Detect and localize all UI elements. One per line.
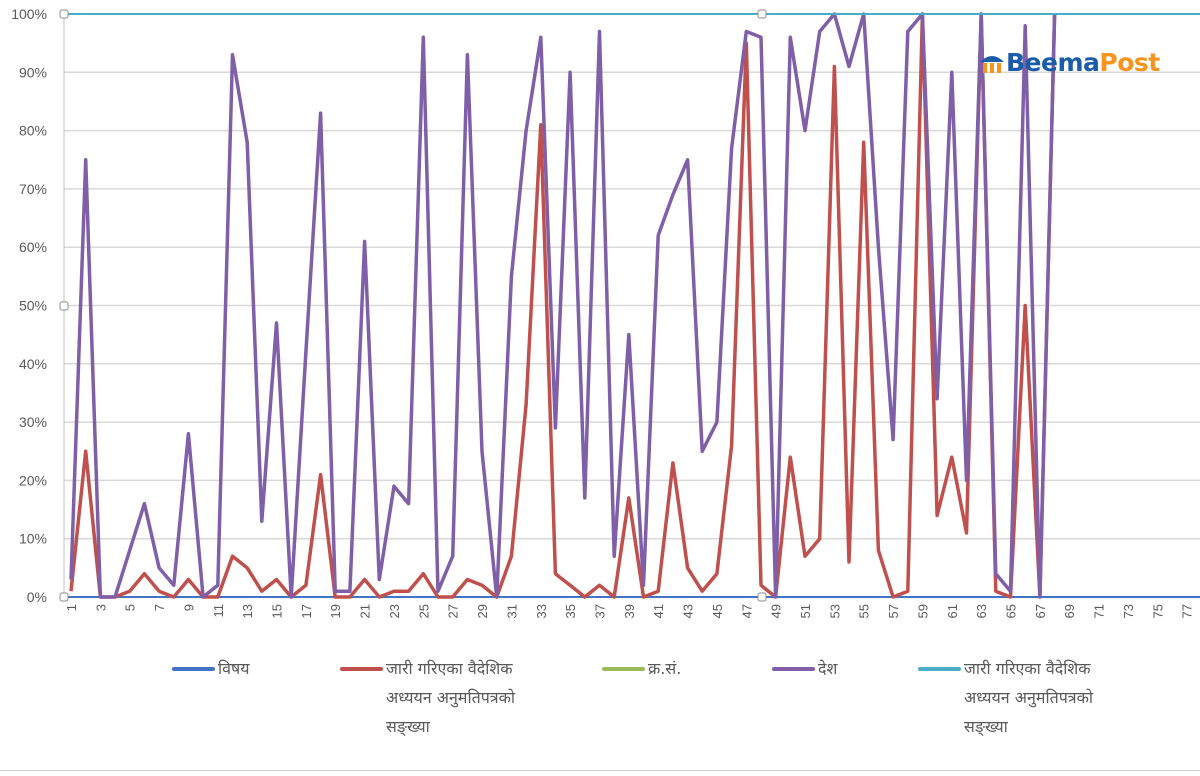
x-tick-label: 19	[328, 604, 343, 618]
x-tick-label: 29	[475, 604, 490, 618]
x-tick-label: 51	[798, 604, 813, 618]
x-tick-label: 71	[1092, 604, 1107, 618]
x-tick-label: 5	[123, 604, 138, 611]
x-tick-label: 3	[93, 604, 108, 611]
y-tick-label: 20%	[19, 472, 47, 488]
chart-border	[0, 770, 1200, 771]
x-tick-label: 23	[387, 604, 402, 618]
x-tick-label: 45	[710, 604, 725, 618]
legend-swatch	[340, 667, 383, 671]
y-tick-label: 30%	[19, 414, 47, 430]
series-line-1	[69, 12, 1057, 599]
x-tick-label: 65	[1004, 604, 1019, 618]
y-tick-label: 0%	[27, 589, 47, 605]
x-tick-label: 7	[152, 604, 167, 611]
resize-handle[interactable]	[59, 592, 69, 602]
x-tick-label: 41	[651, 604, 666, 618]
x-tick-label: 15	[270, 604, 285, 618]
x-tick-label: 13	[240, 604, 255, 618]
umbrella-house-icon	[980, 55, 1004, 73]
y-tick-label: 100%	[11, 6, 47, 22]
legend-label: विषय	[218, 659, 250, 678]
x-tick-label: 67	[1033, 604, 1048, 618]
x-tick-label: 59	[915, 604, 930, 618]
x-tick-label: 47	[739, 604, 754, 618]
x-tick-label: 17	[299, 604, 314, 618]
x-tick-label: 1	[64, 604, 79, 611]
logo-text-post: Post	[1099, 48, 1160, 77]
legend-swatch	[918, 667, 961, 671]
x-tick-label: 69	[1062, 604, 1077, 618]
y-tick-label: 80%	[19, 123, 47, 139]
legend-item-subject[interactable]: विषय	[172, 658, 368, 683]
y-tick-label: 40%	[19, 356, 47, 372]
resize-handle[interactable]	[59, 9, 69, 19]
x-tick-label: 49	[769, 604, 784, 618]
x-tick-label: 31	[504, 604, 519, 618]
x-tick-label: 21	[358, 604, 373, 618]
x-tick-label: 53	[827, 604, 842, 618]
legend-label: क्र.सं.	[648, 659, 682, 678]
x-tick-label: 73	[1121, 604, 1136, 618]
y-tick-label: 70%	[19, 181, 47, 197]
series-line-3	[69, 12, 1057, 599]
y-tick-label: 50%	[19, 298, 47, 314]
legend-label: जारी गरिएका वैदेशिक अध्ययन अनुमतिपत्रको …	[964, 659, 1094, 736]
x-tick-label: 75	[1150, 604, 1165, 618]
x-tick-label: 61	[945, 604, 960, 618]
resize-handle[interactable]	[757, 9, 767, 19]
x-tick-label: 35	[563, 604, 578, 618]
x-tick-label: 43	[681, 604, 696, 618]
legend-swatch	[772, 667, 815, 671]
y-tick-label: 10%	[19, 531, 47, 547]
logo-text-beema: Beema	[1006, 48, 1100, 77]
legend-label: देश	[818, 659, 838, 678]
x-tick-label: 77	[1180, 604, 1195, 618]
legend-item-country[interactable]: देश	[772, 658, 968, 683]
legend-label: जारी गरिएका वैदेशिक अध्ययन अनुमतिपत्रको …	[386, 659, 516, 736]
x-tick-label: 55	[857, 604, 872, 618]
x-tick-label: 63	[974, 604, 989, 618]
x-tick-label: 11	[211, 604, 226, 618]
x-tick-label: 37	[592, 604, 607, 618]
legend-swatch	[172, 667, 215, 671]
x-tick-label: 25	[416, 604, 431, 618]
legend-item-serial-no[interactable]: क्र.सं.	[602, 658, 798, 683]
x-tick-label: 39	[622, 604, 637, 618]
x-tick-label: 33	[534, 604, 549, 618]
x-tick-label: 27	[446, 604, 461, 618]
resize-handle[interactable]	[757, 592, 767, 602]
legend-item-permits-issued[interactable]: जारी गरिएका वैदेशिक अध्ययन अनुमतिपत्रको …	[340, 658, 536, 741]
legend-swatch	[602, 667, 645, 671]
resize-handle[interactable]	[59, 301, 69, 311]
x-tick-label: 9	[181, 604, 196, 611]
y-tick-label: 60%	[19, 239, 47, 255]
y-tick-label: 90%	[19, 64, 47, 80]
x-tick-label: 57	[886, 604, 901, 618]
beemapost-logo: Beema Post	[978, 48, 1160, 77]
legend-item-permits-issued-2[interactable]: जारी गरिएका वैदेशिक अध्ययन अनुमतिपत्रको …	[918, 658, 1114, 741]
